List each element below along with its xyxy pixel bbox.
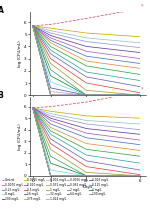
Text: *: * [141, 3, 144, 8]
X-axis label: Days: Days [83, 185, 93, 189]
Legend: Control, 0.0070 mg/L, 0.25 mg/L, 8 mg/L, 200 mg/L, 0.0005 mg/L, 0.010 mg/L, 0.5 : Control, 0.0070 mg/L, 0.25 mg/L, 8 mg/L,… [2, 178, 109, 201]
Text: *: * [141, 86, 144, 91]
Text: A: A [0, 6, 4, 15]
Y-axis label: log (CFU/mL): log (CFU/mL) [18, 123, 22, 150]
Y-axis label: log (CFU/mL): log (CFU/mL) [18, 40, 22, 67]
Text: B: B [0, 91, 3, 100]
